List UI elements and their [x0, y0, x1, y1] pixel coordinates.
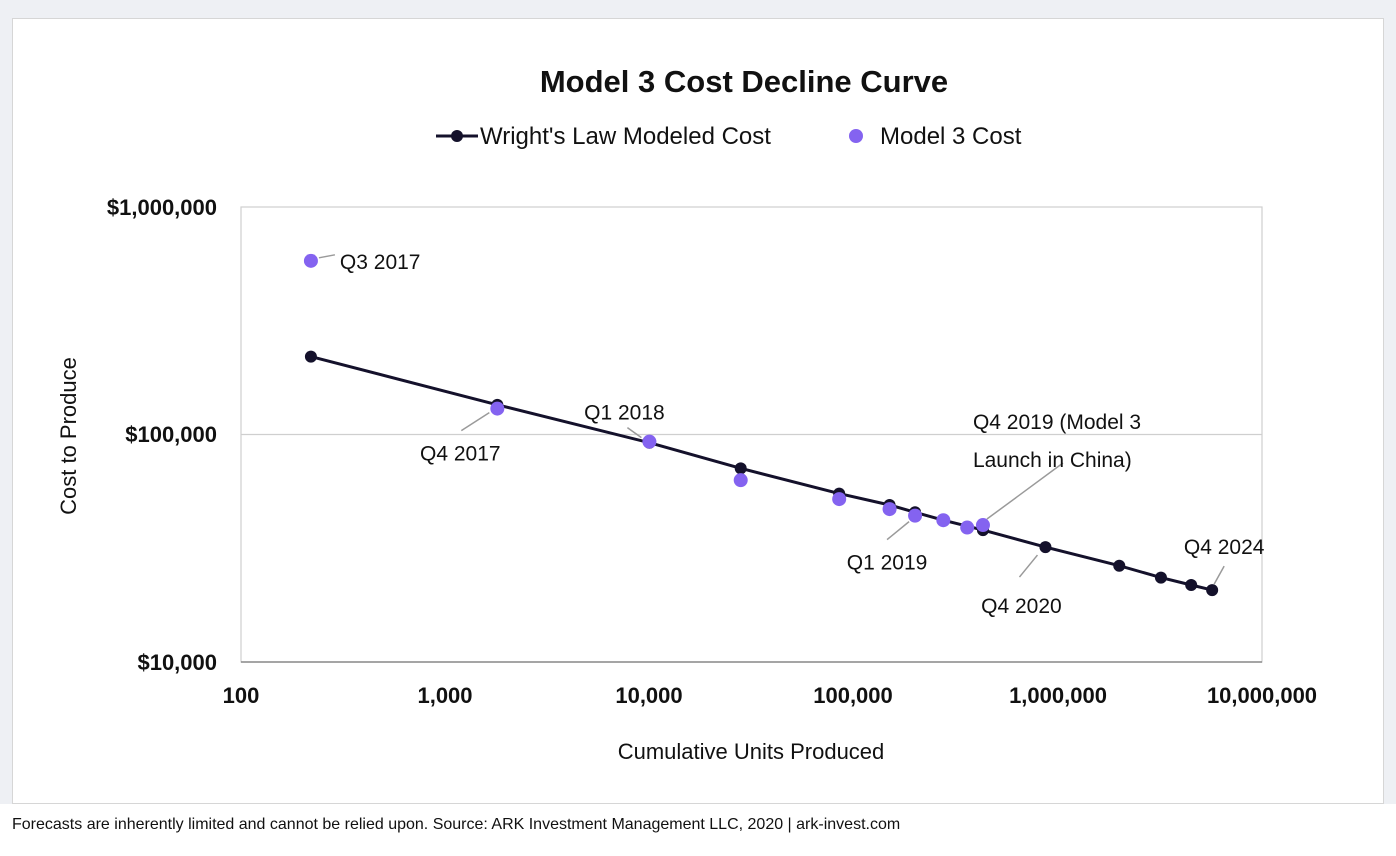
annotation-leader-line — [986, 462, 1064, 520]
modeled-cost-point — [304, 350, 317, 363]
x-tick-label: 10,000,000 — [1207, 683, 1317, 708]
y-tick-label: $1,000,000 — [107, 195, 217, 220]
legend: Wright's Law Modeled Cost Model 3 Cost — [436, 123, 1022, 150]
legend-modeled-label: Wright's Law Modeled Cost — [480, 123, 771, 150]
model3-cost-point — [960, 520, 975, 535]
model3-cost-point — [642, 434, 657, 449]
footer-disclaimer: Forecasts are inherently limited and can… — [12, 816, 901, 833]
y-tick-label: $100,000 — [125, 422, 217, 447]
chart-annotations: Q3 2017 Q4 2017 Q1 2018 Q1 2019 Q4 2019 (Mod… — [318, 251, 1265, 618]
legend-modeled-marker — [451, 130, 463, 142]
y-axis-title: Cost to Produce — [56, 357, 81, 515]
annotation-label: Q4 2024 — [1184, 536, 1265, 559]
model3-cost-point — [975, 518, 990, 533]
annotation-label: Q3 2017 — [340, 251, 421, 274]
annotation-leader-line — [1018, 554, 1039, 578]
annotation-leader-line — [1213, 565, 1225, 585]
legend-actual-marker — [849, 129, 863, 143]
annotation-leader-line — [626, 427, 642, 439]
model3-cost-point — [936, 513, 951, 528]
annotation-leader-line — [460, 411, 490, 432]
x-tick-label: 100 — [223, 683, 260, 708]
annotation-label: Q1 2019 — [847, 552, 928, 575]
legend-actual-label: Model 3 Cost — [880, 123, 1022, 150]
modeled-cost-point — [1113, 559, 1126, 572]
x-tick-label: 100,000 — [813, 683, 893, 708]
x-tick-label: 1,000 — [417, 683, 472, 708]
x-tick-label: 1,000,000 — [1009, 683, 1107, 708]
model3-cost-point — [490, 401, 505, 416]
modeled-cost-point — [1185, 579, 1198, 592]
footer: Forecasts are inherently limited and can… — [0, 804, 1396, 856]
model3-cost-point — [832, 492, 847, 507]
chart: Model 3 Cost Decline Curve Wright's Law … — [56, 64, 1317, 764]
annotation-label: Q4 2020 — [981, 595, 1062, 618]
modeled-cost-point — [734, 462, 747, 475]
y-tick-label: $10,000 — [137, 650, 217, 675]
chart-title: Model 3 Cost Decline Curve — [540, 64, 948, 99]
annotation-label: Q4 2017 — [420, 443, 501, 466]
modeled-cost-point — [1154, 571, 1167, 584]
annotation-leader-line — [886, 521, 910, 541]
x-axis-title: Cumulative Units Produced — [618, 739, 885, 764]
annotation-leader-line — [318, 254, 336, 259]
modeled-cost-point — [1206, 584, 1219, 597]
modeled-cost-line — [310, 355, 1213, 592]
model3-cost-point — [882, 502, 897, 517]
modeled-cost-point — [1039, 541, 1052, 554]
chart-marks — [303, 253, 1219, 597]
annotation-label: Q1 2018 — [584, 402, 665, 425]
annotation-label: Launch in China) — [973, 449, 1132, 472]
model3-cost-point — [303, 253, 318, 268]
model3-cost-point — [733, 473, 748, 488]
annotation-label: Q4 2019 (Model 3 — [973, 411, 1141, 434]
x-tick-label: 10,000 — [615, 683, 682, 708]
model3-cost-point — [908, 508, 923, 523]
